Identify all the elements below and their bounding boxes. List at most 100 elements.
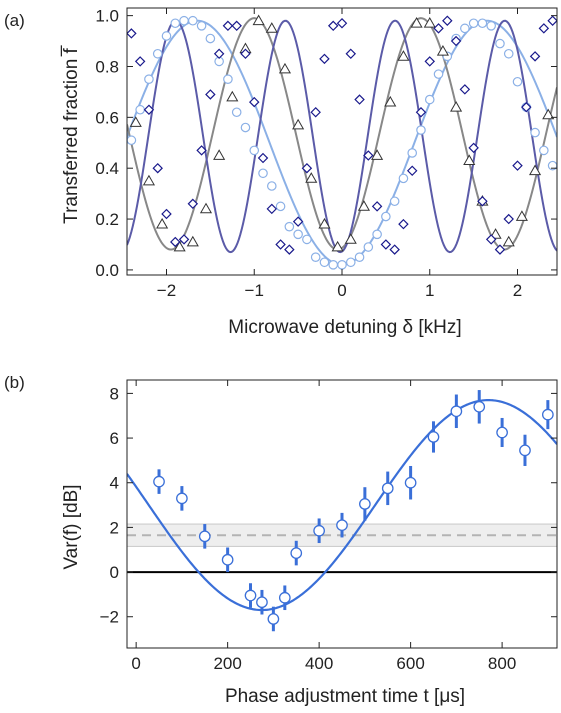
panel-b-data-point bbox=[198, 530, 211, 543]
panel-a-xtick-label: −1 bbox=[245, 281, 264, 300]
panel-b-data-point bbox=[359, 498, 371, 510]
panel-a-circle-point bbox=[275, 201, 286, 212]
panel-a-circle-point bbox=[460, 23, 470, 34]
panel-a-triangle-point bbox=[173, 240, 186, 252]
panel-a-triangle-point bbox=[142, 174, 156, 186]
panel-a-triangle-point bbox=[265, 22, 278, 33]
panel-a-circle-point bbox=[284, 221, 295, 232]
panel-a-diamond-point bbox=[512, 160, 523, 171]
panel-b-data-point bbox=[496, 426, 508, 439]
panel-a-triangle-point bbox=[156, 217, 169, 229]
panel-a-xtick-label: 1 bbox=[425, 281, 434, 300]
panel-a-triangle-point bbox=[410, 17, 423, 28]
panel-a-triangle-point bbox=[371, 149, 384, 160]
panel-a-series-group bbox=[127, 14, 557, 270]
panel-b-data-point bbox=[221, 553, 234, 566]
panel-a-ytick-label: 0.0 bbox=[95, 261, 119, 280]
panel-b-xtick-label: 800 bbox=[488, 654, 516, 673]
panel-a-triangle-point bbox=[436, 45, 449, 56]
panel-b-data-point bbox=[153, 475, 165, 488]
panel-a-diamond-point bbox=[389, 244, 400, 255]
panel-a-circle-point bbox=[389, 196, 400, 207]
panel-a-diamond-point bbox=[354, 94, 365, 105]
panel-a-diamond-point bbox=[398, 218, 409, 230]
panel-a-circle-point bbox=[328, 260, 339, 270]
panel-b-data-point bbox=[256, 596, 268, 609]
panel-b-data-point bbox=[176, 492, 188, 505]
panel-a-diamond-point bbox=[170, 236, 181, 248]
panel-a-triangle-point bbox=[344, 233, 357, 244]
panel-a-diamond-point bbox=[310, 107, 321, 118]
panel-a-circle-point bbox=[310, 252, 321, 263]
panel-a-diamond-point bbox=[371, 201, 383, 212]
panel-a-diamond-point bbox=[529, 51, 541, 62]
panel-a-fit-curve-triangle bbox=[127, 17, 557, 251]
panel-a-diamond-point bbox=[222, 20, 234, 32]
panel-b-data-point bbox=[381, 482, 394, 495]
panel-a-circle-point bbox=[196, 20, 207, 31]
panel-b-data-point bbox=[244, 589, 257, 602]
panel-a-xlabel: Microwave detuning δ [kHz] bbox=[228, 317, 461, 338]
panel-a-circle-point bbox=[539, 145, 549, 156]
panel-a-triangle-point bbox=[528, 164, 542, 176]
panel-a-circle-point bbox=[424, 94, 435, 105]
panel-a-circle-point bbox=[512, 76, 523, 87]
panel-a-circle-point bbox=[495, 38, 505, 49]
panel-a-triangle-point bbox=[397, 50, 410, 61]
panel-b-ylabel: Var(f) [dB] bbox=[61, 484, 82, 569]
panel-a-diamond-point bbox=[415, 107, 427, 118]
panel-a-diamond-point bbox=[248, 96, 260, 108]
panel-a-circle-point bbox=[127, 135, 137, 146]
panel-a-diamond-point bbox=[319, 53, 330, 65]
panel-a-triangle-point bbox=[463, 154, 476, 165]
panel-a-circle-point bbox=[354, 252, 365, 263]
panel-a-diamond-point bbox=[485, 234, 497, 245]
panel-a-circle-point bbox=[319, 257, 330, 268]
panel-a-triangle-point bbox=[515, 210, 528, 221]
panel-a-circle-point bbox=[179, 15, 189, 26]
panel-a-circle-point bbox=[407, 148, 418, 158]
panel-b: (b) Phase adjustment time t [μs] Var(f) … bbox=[4, 373, 558, 707]
panel-a-diamond-point bbox=[468, 142, 479, 154]
panel-b-data-point bbox=[473, 400, 486, 413]
panel-b-data-point bbox=[519, 444, 531, 457]
panel-a-diamond-point bbox=[134, 56, 146, 67]
panel-a-triangle-point bbox=[423, 17, 436, 28]
panel-a-diamond-point bbox=[257, 152, 269, 164]
panel-a-diamond-point bbox=[380, 239, 392, 250]
panel-a-circle-point bbox=[433, 69, 444, 79]
panel-a-circle-point bbox=[135, 104, 145, 115]
panel-b-data-point bbox=[427, 431, 440, 443]
panel-a-circle-point bbox=[302, 234, 312, 245]
panel-a-diamond-point bbox=[503, 213, 514, 225]
panel-a-circle-point bbox=[161, 31, 172, 41]
panel-a-triangle-point bbox=[542, 108, 555, 120]
panel-b-data-point bbox=[313, 524, 325, 537]
panel-a-diamond-point bbox=[127, 28, 137, 39]
panel-a-diamond-point bbox=[459, 84, 471, 95]
panel-a-circle-point bbox=[223, 74, 233, 84]
panel-a-diamond-point bbox=[152, 162, 163, 174]
panel-a-circle-point bbox=[205, 33, 216, 44]
panel-a-plot-area: −2 −1 0 1 2 0.0 0.2 0.4 0.6 0.8 1.0 bbox=[95, 7, 558, 300]
panel-b-plot-area: 0 200 400 600 800 −2 0 2 4 6 8 bbox=[100, 379, 558, 673]
panel-a-triangle-point bbox=[252, 14, 265, 26]
panel-a-diamond-point bbox=[284, 244, 295, 255]
panel-b-data-point bbox=[404, 476, 417, 489]
panel-b-xtick-label: 0 bbox=[131, 654, 140, 673]
panel-b-ytick-label: 4 bbox=[110, 474, 119, 493]
panel-a-xtick-label: 0 bbox=[337, 281, 346, 300]
panel-a-diamond-point bbox=[178, 234, 190, 245]
panel-a-circle-point bbox=[468, 18, 479, 29]
panel-a-triangle-point bbox=[292, 118, 305, 130]
panel-a-circle-point bbox=[363, 242, 374, 252]
panel-a-circle-point bbox=[188, 15, 198, 26]
panel-a-circle-point bbox=[152, 48, 163, 59]
panel-a-circle-point bbox=[398, 173, 409, 184]
panel-a-diamond-point bbox=[406, 165, 418, 176]
panel-a-circle-point bbox=[503, 48, 514, 59]
panel-a-diamond-point bbox=[240, 48, 251, 60]
panel-a-diamond-point bbox=[187, 198, 199, 210]
